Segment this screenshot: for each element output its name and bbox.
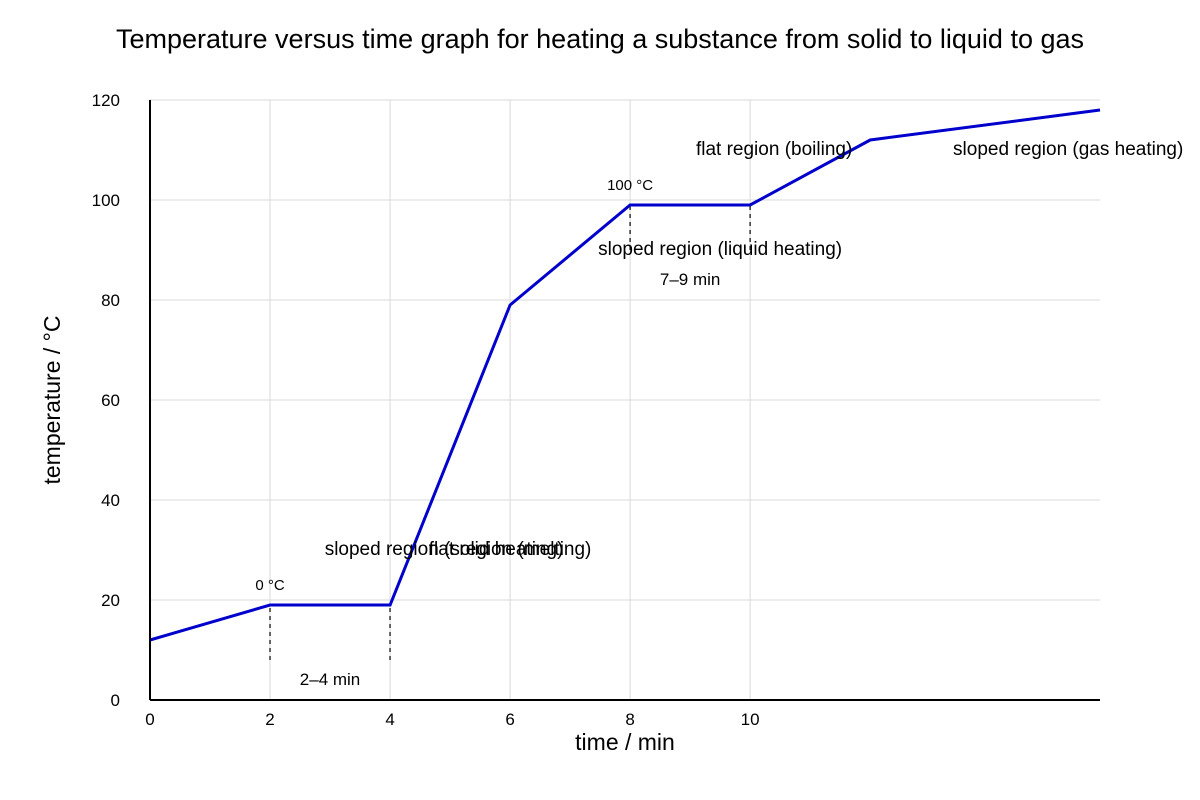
x-tick-label: 4	[385, 710, 394, 729]
y-tick-label: 120	[92, 91, 120, 110]
y-tick-label: 60	[101, 391, 120, 410]
annotation-label: 100 °C	[607, 177, 653, 194]
grid-layer	[150, 99, 1100, 700]
x-tick-label: 6	[505, 710, 514, 729]
y-tick-label: 100	[92, 191, 120, 210]
y-tick-label: 0	[111, 691, 120, 710]
y-tick-label: 40	[101, 491, 120, 510]
y-tick-label: 20	[101, 591, 120, 610]
annotation-label: 7–9 min	[660, 270, 720, 289]
annotation-label: 2–4 min	[300, 670, 360, 689]
y-tick-label: 80	[101, 291, 120, 310]
annotation-label: 0 °C	[255, 577, 285, 594]
annotation-label: sloped region (liquid heating)	[598, 239, 842, 260]
label-layer: sloped region (solid heating)flat region…	[255, 139, 1183, 689]
x-tick-label: 10	[741, 710, 760, 729]
annotation-label: flat region (boiling)	[696, 139, 852, 160]
annotation-label: flat region (melting)	[429, 539, 592, 560]
axis-layer: 0 20 40 60 80 100 120 0 2 4 6 8 10	[92, 91, 1100, 729]
x-tick-label: 2	[265, 710, 274, 729]
x-tick-label: 8	[625, 710, 634, 729]
data-line-layer	[149, 108, 1101, 642]
x-axis-label: time / min	[575, 729, 675, 755]
temperature-line	[149, 108, 1101, 642]
x-tick-label: 0	[145, 710, 154, 729]
chart-title: Temperature versus time graph for heatin…	[115, 24, 1084, 54]
marker-layer	[269, 205, 751, 660]
y-axis-label: temperature / °C	[39, 316, 65, 485]
annotation-label: sloped region (solid heating)	[325, 539, 564, 560]
annotation-label: sloped region (gas heating)	[953, 139, 1183, 160]
